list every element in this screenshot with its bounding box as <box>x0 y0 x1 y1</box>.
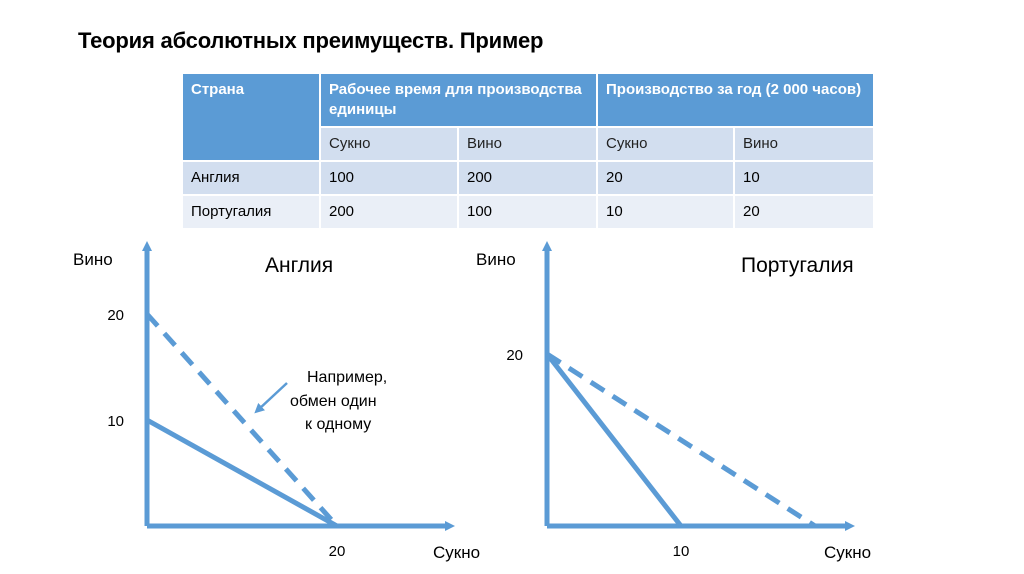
table-cell: 100 <box>457 194 598 230</box>
england-y-tick-label: 10 <box>107 413 124 430</box>
row-country: Англия <box>181 160 321 196</box>
table-cell: 10 <box>596 194 735 230</box>
table-cell: 10 <box>733 160 875 196</box>
portugal-x-label: Сукно <box>824 543 871 562</box>
row-country: Португалия <box>181 194 321 230</box>
portugal-solid-line <box>545 352 683 528</box>
england-annotation-arrow <box>254 382 288 414</box>
header-annual-output: Производство за год (2 000 часов) <box>596 72 875 128</box>
england-solid-line <box>145 417 339 529</box>
comparison-table: Страна Рабочее время для производства ед… <box>181 72 875 230</box>
slide-title: Теория абсолютных преимуществ. Пример <box>78 28 544 53</box>
england-x-label: Сукно <box>433 543 480 562</box>
england-chart-title: Англия <box>265 254 333 277</box>
subheader-cloth-output: Сукно <box>596 126 735 162</box>
table-cell: 20 <box>733 194 875 230</box>
england-x-tick-label: 20 <box>329 543 346 560</box>
portugal-x-tick-label: 10 <box>673 543 690 560</box>
subheader-cloth-labor: Сукно <box>319 126 459 162</box>
england-y-label: Вино <box>73 250 113 269</box>
portugal-y-tick-label: 20 <box>506 347 523 364</box>
table-header-row: Страна Рабочее время для производства ед… <box>181 72 875 162</box>
portugal-y-label: Вино <box>476 250 516 269</box>
table-cell: 200 <box>457 160 598 196</box>
portugal-chart-title: Португалия <box>741 254 854 277</box>
header-labor-time: Рабочее время для производства единицы <box>319 72 598 128</box>
england-dashed-line <box>145 312 339 528</box>
england-annotation-line: обмен один <box>290 393 377 410</box>
subheader-wine-output: Вино <box>733 126 875 162</box>
england-annotation-line: Например, <box>307 369 387 386</box>
header-country: Страна <box>181 72 321 162</box>
england-y-tick-label: 20 <box>107 307 124 324</box>
table-cell: 200 <box>319 194 459 230</box>
subheader-wine-labor: Вино <box>457 126 598 162</box>
table-subheader-row: Сукно Вино Сукно Вино <box>182 126 875 162</box>
table-row: Англия 100 200 20 10 <box>181 160 875 196</box>
table-cell: 100 <box>319 160 459 196</box>
england-annotation-line: к одному <box>305 416 371 433</box>
table-cell: 20 <box>596 160 735 196</box>
table-row: Португалия 200 100 10 20 <box>181 194 875 230</box>
portugal-dashed-line <box>545 351 817 529</box>
